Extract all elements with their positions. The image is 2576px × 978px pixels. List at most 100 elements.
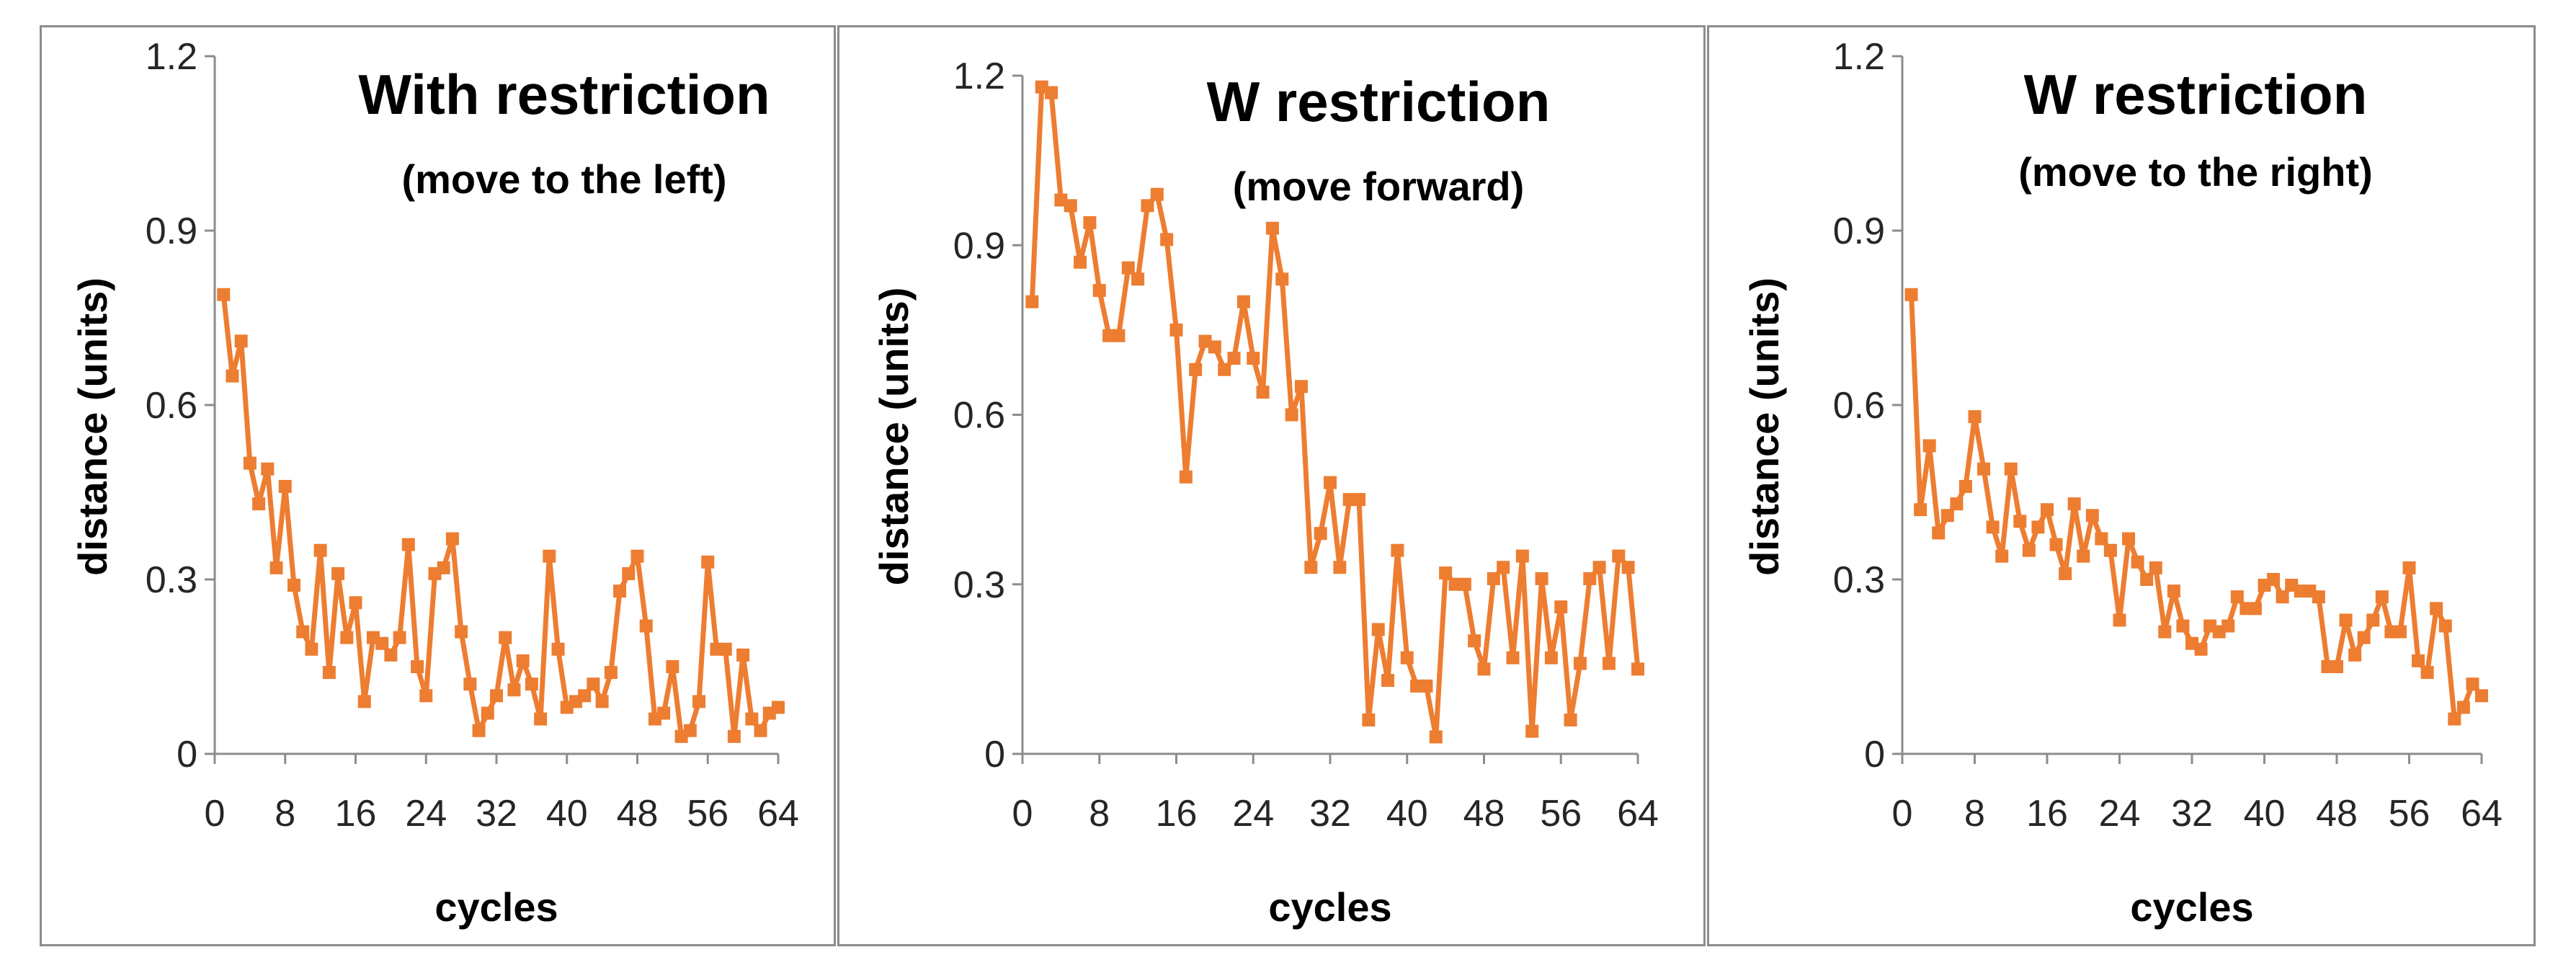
data-point xyxy=(2456,701,2470,714)
data-point xyxy=(1304,561,1318,574)
data-point xyxy=(551,642,565,656)
x-tick-label: 32 xyxy=(1309,793,1351,835)
data-point xyxy=(1362,713,1376,726)
data-point xyxy=(2167,584,2180,598)
y-tick-label: 0.6 xyxy=(1833,385,1885,427)
data-point xyxy=(534,712,548,726)
data-point xyxy=(2013,515,2027,528)
data-point xyxy=(490,689,503,703)
y-tick-label: 1.2 xyxy=(1833,36,1885,78)
y-tick-label: 0.3 xyxy=(953,564,1005,606)
x-tick-label: 48 xyxy=(1463,793,1505,835)
x-tick-label: 32 xyxy=(2171,793,2213,835)
data-point xyxy=(2041,503,2054,517)
data-point xyxy=(2095,532,2108,546)
data-point xyxy=(2113,613,2126,627)
x-tick-label: 0 xyxy=(205,793,226,835)
data-point xyxy=(1314,527,1327,541)
y-axis-title: distance (units) xyxy=(871,288,917,586)
data-point xyxy=(375,636,389,650)
data-point xyxy=(261,462,275,476)
data-point xyxy=(1160,233,1174,246)
x-axis-title: cycles xyxy=(434,884,558,930)
data-point xyxy=(1621,561,1635,574)
data-point xyxy=(2059,566,2072,580)
data-point xyxy=(1121,261,1135,275)
data-point xyxy=(1247,352,1260,365)
data-point xyxy=(411,660,424,673)
data-point xyxy=(772,701,785,714)
data-point xyxy=(322,666,336,680)
data-point xyxy=(2430,602,2443,615)
data-point xyxy=(1602,657,1615,670)
chart-panel-left: 0 0.3 0.6 0.9 1.2 0 8 16 24 32 40 48 56 64 cycles dista… xyxy=(40,25,836,946)
data-point xyxy=(1256,386,1270,399)
data-point xyxy=(384,648,398,662)
chart-svg: 0 0.3 0.6 0.9 1.2 0 8 16 24 32 40 48 56 64 cycles dista… xyxy=(871,55,1659,930)
data-point xyxy=(278,479,292,493)
y-tick-label: 0 xyxy=(1864,734,1885,775)
data-point xyxy=(1324,476,1337,489)
data-point xyxy=(1179,470,1193,484)
data-point xyxy=(578,689,592,703)
x-tick-label: 64 xyxy=(2461,793,2503,835)
x-tick-label: 32 xyxy=(476,793,517,835)
x-tick-label: 56 xyxy=(1540,793,1582,835)
data-point xyxy=(252,497,266,511)
data-point xyxy=(1265,221,1279,235)
data-point xyxy=(1189,363,1203,376)
data-point xyxy=(1131,272,1145,286)
data-point xyxy=(595,695,609,708)
x-tick-label: 40 xyxy=(1386,793,1428,835)
x-tick-label: 24 xyxy=(2099,793,2141,835)
data-point xyxy=(2276,590,2289,604)
data-point xyxy=(2158,625,2172,639)
x-tick-label: 16 xyxy=(1156,793,1198,835)
data-point xyxy=(1515,549,1529,563)
data-point xyxy=(1208,340,1221,354)
data-point xyxy=(604,666,618,680)
data-point xyxy=(2230,590,2244,604)
data-point xyxy=(463,677,477,691)
data-point xyxy=(1420,679,1433,693)
x-tick-label: 16 xyxy=(2026,793,2068,835)
x-tick-label: 40 xyxy=(2244,793,2286,835)
y-tick-label: 1.2 xyxy=(146,36,197,78)
series-line xyxy=(220,292,781,739)
data-point xyxy=(2475,689,2488,703)
x-tick-label: 40 xyxy=(546,793,588,835)
y-axis-title: distance (units) xyxy=(70,277,115,576)
data-point xyxy=(331,566,345,580)
data-point xyxy=(2348,648,2362,662)
x-tick-label: 8 xyxy=(275,793,295,835)
data-point xyxy=(296,625,310,639)
data-point xyxy=(499,631,512,644)
data-point xyxy=(701,555,715,569)
data-point xyxy=(226,369,239,383)
data-point xyxy=(1968,410,1982,424)
data-point xyxy=(718,642,732,656)
data-point xyxy=(2393,625,2407,639)
data-point xyxy=(1150,187,1164,201)
data-point xyxy=(243,456,257,470)
x-tick-label: 24 xyxy=(405,793,447,835)
data-point xyxy=(1112,329,1126,342)
data-point xyxy=(1535,572,1548,585)
data-point xyxy=(1083,215,1097,229)
data-point xyxy=(2339,613,2353,627)
data-point xyxy=(2312,590,2325,604)
data-point xyxy=(1236,295,1250,308)
data-point xyxy=(666,660,679,673)
data-point xyxy=(1904,288,1918,301)
y-tick-label: 0.6 xyxy=(953,395,1005,437)
data-point xyxy=(692,695,706,708)
y-tick-label: 1.2 xyxy=(953,55,1005,97)
data-point xyxy=(683,724,697,737)
data-point xyxy=(269,561,283,574)
data-point xyxy=(1573,657,1587,670)
data-point xyxy=(1352,493,1366,507)
x-tick-label: 64 xyxy=(757,793,799,835)
data-point xyxy=(419,689,433,703)
data-point xyxy=(1391,543,1404,557)
data-point xyxy=(2330,660,2343,673)
